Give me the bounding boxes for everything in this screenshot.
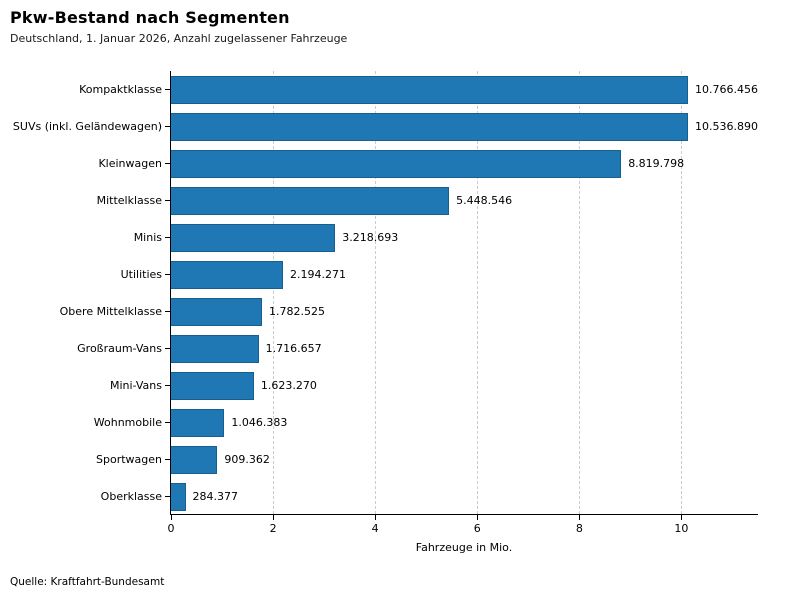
bar-row: 1.623.270 (171, 367, 758, 404)
plot-area: 10.766.456 10.536.890 8.819.798 5.448.546 3.… (165, 71, 758, 535)
x-tick-label: 6 (473, 522, 481, 535)
category-label: Mittelklasse (96, 194, 162, 207)
bar (171, 223, 336, 252)
x-tick-label: 2 (269, 522, 277, 535)
value-label: 909.362 (224, 453, 270, 466)
gridline (375, 71, 377, 514)
bar-row: 1.782.525 (171, 293, 758, 330)
bar (171, 260, 283, 289)
category-label: Sportwagen (96, 453, 162, 466)
bar-row: 3.218.693 (171, 219, 758, 256)
gridline (477, 71, 479, 514)
bars-container: 10.766.456 10.536.890 8.819.798 5.448.546 3.… (171, 71, 758, 515)
bar (171, 445, 218, 474)
bar-chart: Kompaktklasse SUVs (inkl. Geländewagen) Kl… (0, 71, 800, 535)
category-label: Großraum-Vans (77, 342, 162, 355)
value-label: 5.448.546 (456, 194, 513, 207)
bar (171, 186, 450, 215)
category-label: Wohnmobile (93, 416, 162, 429)
x-tick-label: 10 (674, 522, 689, 535)
bar-row: 1.716.657 (171, 330, 758, 367)
chart-title: Pkw-Bestand nach Segmenten (10, 8, 290, 27)
y-tick-mark (165, 200, 170, 201)
category-label: SUVs (inkl. Geländewagen) (12, 120, 162, 133)
bar-row: 5.448.546 (171, 182, 758, 219)
bar (171, 297, 262, 326)
category-label: Obere Mittelklasse (59, 305, 162, 318)
x-tick-mark (477, 515, 479, 520)
gridline (579, 71, 581, 514)
bar (171, 112, 689, 141)
value-label: 1.046.383 (231, 416, 288, 429)
x-axis-title: Fahrzeuge in Mio. (415, 541, 513, 554)
bar-row: 284.377 (171, 478, 758, 515)
bar (171, 408, 225, 437)
x-tick-label: 4 (371, 522, 379, 535)
value-label: 1.716.657 (265, 342, 322, 355)
value-label: 10.766.456 (695, 83, 758, 96)
y-tick-mark (165, 163, 170, 164)
y-tick-mark (165, 274, 170, 275)
bar-row: 10.766.456 (171, 71, 758, 108)
bar-row: 909.362 (171, 441, 758, 478)
chart-subtitle: Deutschland, 1. Januar 2026, Anzahl zuge… (10, 32, 348, 45)
x-tick-mark (579, 515, 581, 520)
y-tick-mark (165, 237, 170, 238)
category-label: Minis (133, 231, 162, 244)
y-tick-mark (165, 459, 170, 460)
y-tick-mark (165, 348, 170, 349)
bar (171, 482, 186, 511)
category-label: Kompaktklasse (79, 83, 162, 96)
gridline (273, 71, 275, 514)
x-tick-label: 0 (167, 522, 175, 535)
bar-row: 2.194.271 (171, 256, 758, 293)
y-tick-mark (165, 422, 170, 423)
category-label: Utilities (120, 268, 162, 281)
x-tick-mark (273, 515, 275, 520)
x-tick-mark (375, 515, 377, 520)
bar (171, 75, 689, 104)
bar-row: 10.536.890 (171, 108, 758, 145)
value-label: 10.536.890 (695, 120, 758, 133)
y-tick-mark (165, 385, 170, 386)
bar (171, 149, 622, 178)
x-tick-mark (681, 515, 683, 520)
value-label: 1.623.270 (260, 379, 317, 392)
bar (171, 371, 254, 400)
category-label: Oberklasse (100, 490, 162, 503)
category-label: Mini-Vans (109, 379, 162, 392)
value-label: 8.819.798 (628, 157, 685, 170)
bar (171, 334, 259, 363)
y-tick-mark (165, 311, 170, 312)
gridline (681, 71, 683, 514)
value-label: 3.218.693 (342, 231, 399, 244)
bar-row: 8.819.798 (171, 145, 758, 182)
y-tick-mark (165, 126, 170, 127)
category-axis: Kompaktklasse SUVs (inkl. Geländewagen) Kl… (0, 71, 170, 515)
source-note: Quelle: Kraftfahrt-Bundesamt (10, 576, 165, 588)
x-tick-label: 8 (575, 522, 583, 535)
value-label: 2.194.271 (290, 268, 346, 281)
x-tick-mark (171, 515, 172, 520)
bar-row: 1.046.383 (171, 404, 758, 441)
category-label: Kleinwagen (98, 157, 162, 170)
y-tick-mark (165, 496, 170, 497)
value-label: 284.377 (192, 490, 239, 503)
y-tick-mark (165, 89, 170, 90)
value-label: 1.782.525 (268, 305, 325, 318)
